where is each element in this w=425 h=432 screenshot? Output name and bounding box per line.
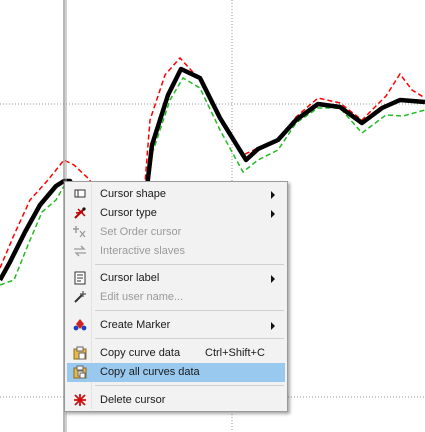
copy-all-icon (73, 365, 87, 379)
submenu-arrow-icon (271, 275, 275, 283)
edit-name-icon (73, 290, 87, 304)
menu-gutter (91, 184, 92, 409)
menu-item-label: Edit user name... (100, 291, 184, 303)
menu-item-edit-user-name[interactable]: Edit user name... (67, 288, 285, 307)
menu-separator (95, 310, 284, 311)
menu-item-label: Cursor shape (100, 188, 167, 200)
menu-separator (95, 385, 284, 386)
menu-separator (95, 338, 284, 339)
slaves-icon (73, 244, 87, 258)
menu-item-label: Cursor label (100, 272, 160, 284)
submenu-arrow-icon (271, 210, 275, 218)
menu-item-label: Cursor type (100, 207, 157, 219)
menu-item-label: Delete cursor (100, 394, 166, 406)
menu-item-label: Copy all curves data (100, 366, 200, 378)
menu-item-interactive-slaves[interactable]: Interactive slaves (67, 242, 285, 261)
menu-item-label: Create Marker (100, 319, 171, 331)
delete-icon (73, 393, 87, 407)
submenu-arrow-icon (271, 191, 275, 199)
red-curve (0, 56, 425, 269)
order-cursor-icon (73, 225, 87, 239)
copy-icon (73, 346, 87, 360)
menu-item-label: Interactive slaves (100, 245, 185, 257)
menu-item-cursor-shape[interactable]: Cursor shape (67, 185, 285, 204)
menu-separator (95, 264, 284, 265)
menu-item-label: Set Order cursor (100, 226, 182, 238)
menu-item-copy-all-curves-data[interactable]: Copy all curves data (67, 363, 285, 382)
menu-item-shortcut: Ctrl+Shift+C (205, 347, 265, 359)
cursor-type-icon (73, 206, 87, 220)
menu-item-cursor-type[interactable]: Cursor type (67, 204, 285, 223)
menu-item-set-order-cursor[interactable]: Set Order cursor (67, 223, 285, 242)
menu-item-label: Copy curve data (100, 347, 181, 359)
main-curve (0, 66, 425, 282)
menu-item-cursor-label[interactable]: Cursor label (67, 269, 285, 288)
context-menu: Cursor shape Cursor type Set Order curso… (64, 181, 288, 412)
marker-icon (73, 318, 87, 332)
submenu-arrow-icon (271, 322, 275, 330)
cursor-shape-icon (73, 187, 87, 201)
cursor-label-icon (73, 271, 87, 285)
menu-item-copy-curve-data[interactable]: Copy curve data Ctrl+Shift+C (67, 344, 285, 363)
menu-item-delete-cursor[interactable]: Delete cursor (67, 391, 285, 410)
menu-item-create-marker[interactable]: Create Marker (67, 316, 285, 335)
